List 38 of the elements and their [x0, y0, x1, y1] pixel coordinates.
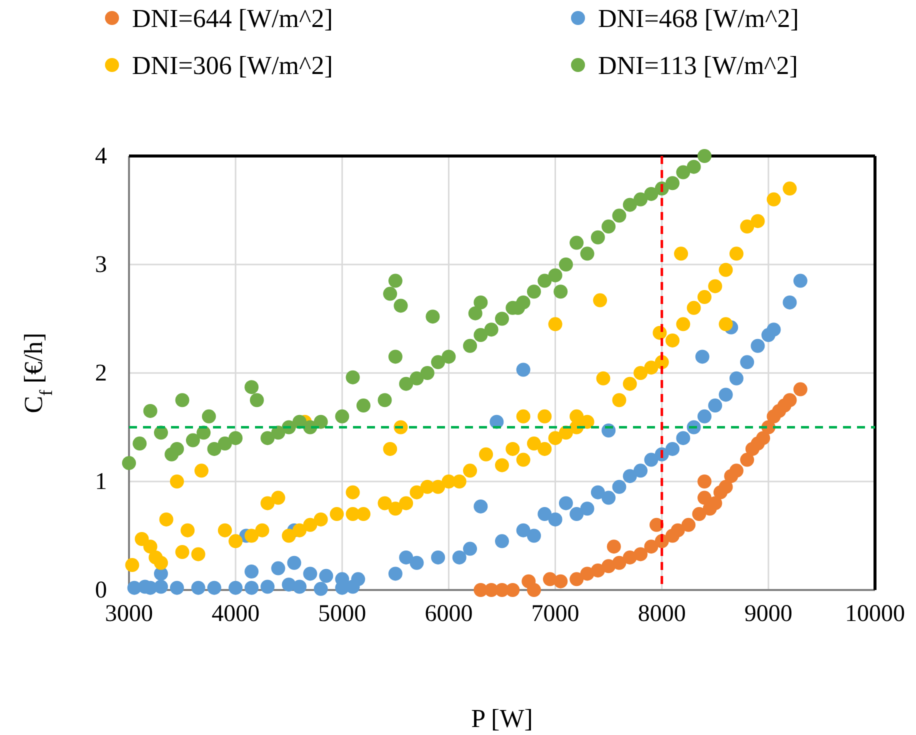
x-axis-title: P [W]	[471, 704, 533, 733]
point	[682, 518, 696, 532]
point	[634, 547, 648, 562]
x-tick-label: 4000	[212, 601, 260, 628]
x-tick-label: 10000	[845, 601, 905, 628]
x-tick-label: 6000	[424, 601, 473, 628]
legend-label: DNI=468 [W/m^2]	[598, 4, 799, 33]
y-tick-label: 3	[95, 252, 107, 278]
y-tick-label: 0	[95, 578, 107, 604]
point	[782, 393, 797, 408]
point	[692, 507, 706, 522]
point	[590, 563, 605, 578]
point	[729, 464, 744, 478]
legend-label: DNI=644 [W/m^2]	[132, 4, 333, 33]
point	[570, 572, 584, 586]
x-tick-label: 7000	[531, 601, 580, 628]
point	[756, 431, 770, 446]
x-tick-label: 5000	[318, 601, 366, 628]
y-tick-label: 1	[95, 469, 107, 496]
point	[526, 583, 541, 597]
x-tick-label: 8000	[638, 601, 686, 628]
x-tick-label: 9000	[744, 601, 792, 628]
point	[644, 540, 658, 554]
point	[606, 540, 621, 554]
point	[554, 574, 568, 588]
point	[740, 452, 754, 467]
point	[718, 480, 733, 494]
point	[506, 583, 520, 597]
point	[697, 474, 712, 488]
y-tick-label: 4	[95, 144, 107, 170]
y-tick-label: 2	[95, 360, 107, 387]
legend-label: DNI=113 [W/m^2]	[598, 51, 798, 80]
point	[612, 556, 626, 570]
point	[670, 523, 685, 538]
x-tick-label: 3000	[105, 601, 153, 628]
point	[708, 496, 722, 510]
point	[793, 382, 808, 396]
legend-label: DNI=306 [W/m^2]	[132, 51, 333, 80]
